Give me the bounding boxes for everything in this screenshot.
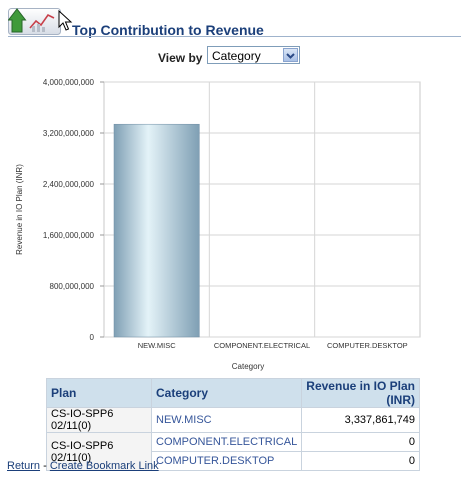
x-tick-label: COMPUTER.DESKTOP xyxy=(327,341,408,350)
bar xyxy=(113,123,200,338)
view-by-label: View by xyxy=(158,51,203,65)
revenue-chart-icon xyxy=(7,6,62,36)
column-header-plan: Plan xyxy=(46,378,152,408)
return-link[interactable]: Return xyxy=(7,460,41,472)
table-row: CS-IO-SPP6 02/11(0) COMPONENT.ELECTRICAL… xyxy=(46,432,420,471)
y-tick-label: 3,200,000,000 xyxy=(43,129,95,138)
x-tick-label: NEW.MISC xyxy=(138,341,177,350)
chevron-down-icon[interactable] xyxy=(283,48,298,62)
table-cell-category: COMPONENT.ELECTRICAL xyxy=(150,432,303,452)
table-cell-revenue: 0 xyxy=(301,432,420,452)
x-tick-label: COMPONENT.ELECTRICAL xyxy=(214,341,310,350)
y-tick-label: 4,000,000,000 xyxy=(43,78,95,87)
table-cell-plan: CS-IO-SPP6 02/11(0) xyxy=(46,407,152,433)
view-by-selected-value: Category xyxy=(212,49,261,63)
table-cell-category: COMPUTER.DESKTOP xyxy=(150,451,303,471)
footer-separator: - xyxy=(43,460,47,472)
y-tick-label: 0 xyxy=(90,333,95,342)
view-by-select[interactable]: Category xyxy=(207,46,300,64)
table-cell-category: NEW.MISC xyxy=(150,407,303,433)
table-cell-revenue: 0 xyxy=(301,451,420,471)
table-row: COMPUTER.DESKTOP 0 xyxy=(47,451,420,471)
revenue-table: Plan Category Revenue in IO Plan (INR) C… xyxy=(46,378,420,471)
revenue-bar-chart: 0 800,000,000 1,600,000,000 2,400,000,000 3,… xyxy=(0,70,461,375)
x-axis-title: Category xyxy=(232,362,264,371)
y-axis-title: Revenue in IO Plan (INR) xyxy=(15,164,24,255)
y-tick-label: 1,600,000,000 xyxy=(43,231,95,240)
y-tick-label: 2,400,000,000 xyxy=(43,180,95,189)
footer-links: Return - Create Bookmark Link xyxy=(7,460,159,472)
table-cell-revenue: 3,337,861,749 xyxy=(301,407,420,433)
y-tick-label: 800,000,000 xyxy=(50,282,95,291)
column-header-category: Category xyxy=(150,378,303,408)
create-bookmark-link[interactable]: Create Bookmark Link xyxy=(49,460,159,472)
page-title: Top Contribution to Revenue xyxy=(72,22,264,38)
header-divider xyxy=(8,36,461,37)
mouse-pointer-icon xyxy=(58,9,74,32)
table-row: CS-IO-SPP6 02/11(0) NEW.MISC 3,337,861,7… xyxy=(46,407,420,433)
table-cell-plan: CS-IO-SPP6 02/11(0) xyxy=(46,432,152,471)
table-header-row: Plan Category Revenue in IO Plan (INR) xyxy=(46,378,420,408)
column-header-revenue: Revenue in IO Plan (INR) xyxy=(301,378,420,408)
page-header: Top Contribution to Revenue xyxy=(7,6,461,40)
